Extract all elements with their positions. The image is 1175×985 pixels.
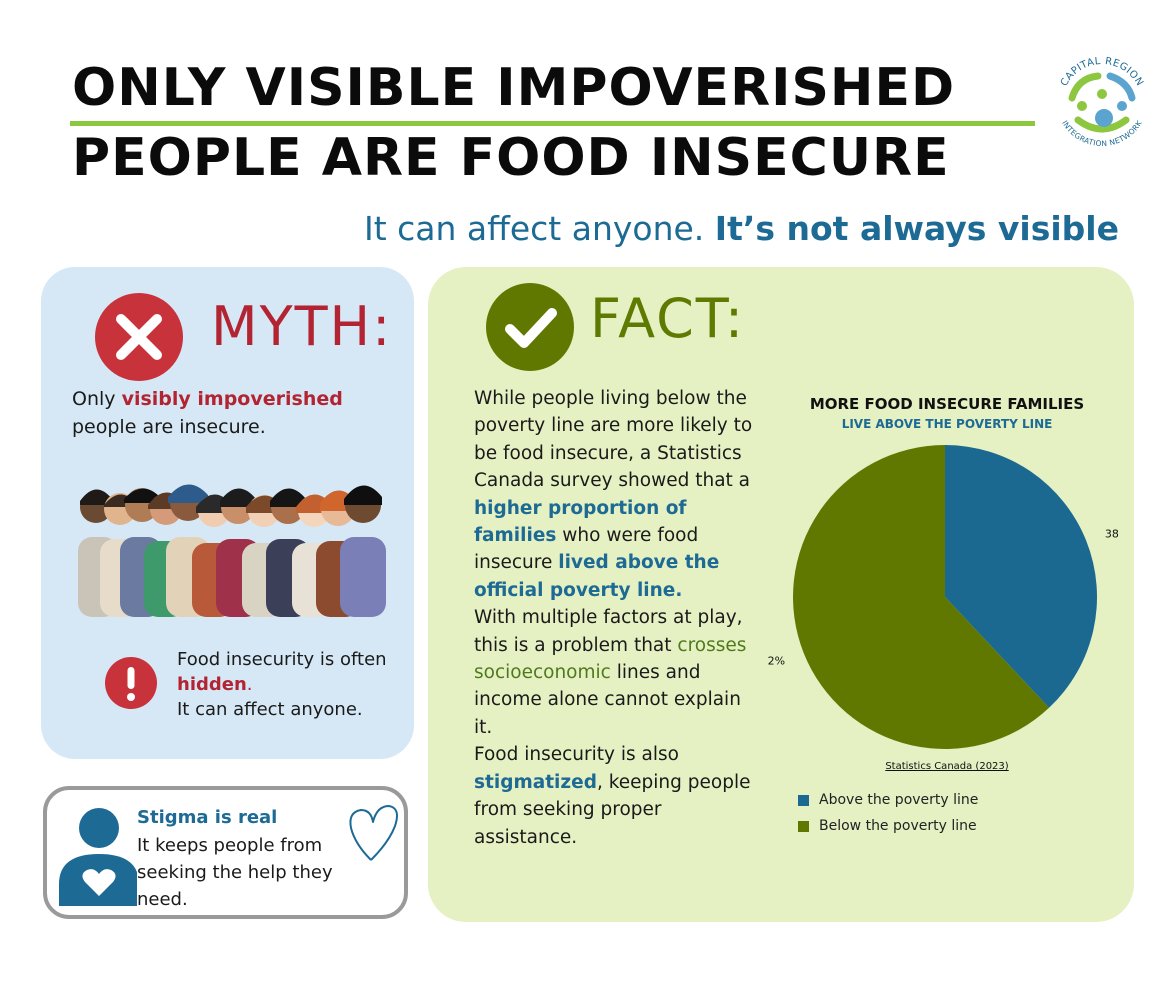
pie-chart: 38% 62% bbox=[768, 445, 1118, 749]
fact-p1-text-2: who were food insecure bbox=[474, 525, 699, 574]
subtitle-bold: It’s not always visible bbox=[714, 209, 1119, 248]
page-title-line-1: ONLY VISIBLE IMPOVERISHED bbox=[72, 58, 956, 118]
people-circle-logo-icon: CAPITAL REGION INTEGRATION NETWORK bbox=[1059, 56, 1145, 148]
chart-source: Statistics Canada (2023) bbox=[885, 761, 1009, 772]
fact-p3-highlight: stigmatized bbox=[474, 771, 597, 793]
legend-item-2: Below the poverty line bbox=[798, 813, 978, 839]
myth-heading: MYTH: bbox=[211, 295, 393, 358]
legend-label: Below the poverty line bbox=[819, 818, 977, 834]
fact-p2-text-2: lines and income alone cannot explain it… bbox=[474, 662, 741, 738]
logo-text-top: CAPITAL REGION bbox=[1059, 56, 1145, 88]
page-title-line-2: PEOPLE ARE FOOD INSECURE bbox=[72, 128, 950, 188]
fact-body: While people living below the poverty li… bbox=[474, 385, 764, 851]
fact-p1-highlight-2: lived above the official poverty line. bbox=[474, 552, 720, 601]
heart-outline-icon bbox=[349, 805, 398, 861]
hidden-note: Food insecurity is often hidden. It can … bbox=[177, 647, 397, 722]
chart-title: MORE FOOD INSECURE FAMILIES bbox=[809, 395, 1085, 413]
legend-label: Above the poverty line bbox=[819, 792, 979, 808]
legend-swatch bbox=[798, 794, 809, 806]
subtitle-regular: It can affect anyone. bbox=[363, 209, 715, 248]
hidden-highlight: hidden bbox=[177, 674, 247, 695]
stigma-title: Stigma is real bbox=[137, 807, 278, 828]
subtitle: It can affect anyone. It’s not always vi… bbox=[364, 209, 1119, 248]
legend-swatch bbox=[798, 820, 809, 832]
fact-paragraph-1: While people living below the poverty li… bbox=[474, 385, 764, 604]
fact-p3-text: Food insecurity is also bbox=[474, 744, 679, 766]
fact-p1-text: While people living below the poverty li… bbox=[474, 388, 753, 492]
myth-text-before: Only bbox=[72, 388, 122, 410]
fact-p3-text-2: , keeping people from seeking proper ass… bbox=[474, 771, 751, 848]
hidden-text-before: Food insecurity is often bbox=[177, 649, 387, 670]
fact-paragraph-3: Food insecurity is also stigmatized, kee… bbox=[474, 741, 764, 851]
hidden-dot: . bbox=[246, 674, 253, 695]
fact-p1-highlight-1: higher proportion of families bbox=[474, 497, 687, 547]
myth-text-after: people are insecure. bbox=[72, 416, 266, 438]
legend-item-1: Above the poverty line bbox=[798, 787, 978, 813]
person-heart-icon bbox=[59, 808, 137, 906]
checkmark-icon bbox=[486, 283, 574, 371]
diverse-crowd-illustration bbox=[78, 484, 386, 617]
myth-panel: MYTH: Only visibly impoverished people a… bbox=[41, 267, 414, 759]
x-mark-icon bbox=[95, 293, 183, 381]
exclamation-icon bbox=[105, 657, 157, 709]
pie-label-1: 38% bbox=[1105, 528, 1118, 541]
pie-slice-1 bbox=[945, 445, 1097, 708]
fact-paragraph-2: With multiple factors at play, this is a… bbox=[474, 604, 764, 741]
chart-legend: Above the poverty line Below the poverty … bbox=[798, 787, 978, 839]
fact-heading: FACT: bbox=[590, 287, 746, 350]
title-divider bbox=[70, 121, 1035, 126]
pie-label-2: 62% bbox=[768, 654, 785, 667]
hidden-text-after: It can affect anyone. bbox=[177, 699, 363, 720]
myth-statement: Only visibly impoverished people are ins… bbox=[72, 385, 392, 441]
myth-highlight: visibly impoverished bbox=[121, 388, 343, 410]
chart-subtitle: LIVE ABOVE THE POVERTY LINE bbox=[841, 417, 1053, 431]
stigma-card: Stigma is real It keeps people from seek… bbox=[43, 786, 408, 919]
pie-slice-2 bbox=[792, 445, 1050, 749]
svg-text:CAPITAL REGION: CAPITAL REGION bbox=[1059, 56, 1145, 88]
fact-p2-text: With multiple factors at play, this is a… bbox=[474, 607, 743, 656]
fact-p2-highlight: crosses socioeconomic bbox=[474, 634, 747, 684]
fact-panel: FACT: While people living below the pove… bbox=[428, 267, 1134, 922]
stigma-body: It keeps people from seeking the help th… bbox=[137, 835, 333, 910]
